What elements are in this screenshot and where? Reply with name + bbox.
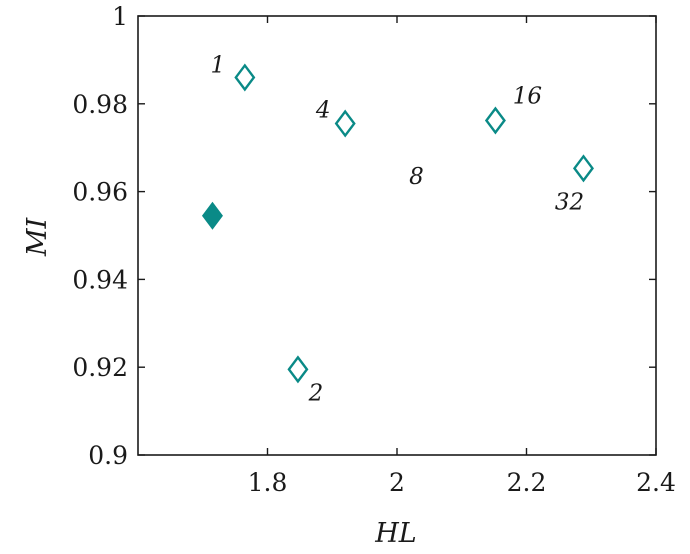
- y-tick-label: 0.9: [88, 441, 128, 470]
- data-point-16: [484, 106, 506, 135]
- point-label-2: 2: [308, 380, 324, 406]
- y-tick-label: 0.96: [72, 178, 128, 207]
- y-axis-label: MI: [22, 217, 53, 258]
- x-tick-label: 1.8: [248, 468, 288, 497]
- data-point-1: [234, 63, 256, 92]
- point-label-32: 32: [555, 189, 584, 215]
- y-tick-label: 0.92: [72, 353, 128, 382]
- x-tick-label: 2.4: [636, 468, 676, 497]
- y-tick-label: 0.98: [72, 90, 128, 119]
- point-label-4: 4: [315, 98, 331, 124]
- ticks-layer: 1.8 2 2.2 2.4 0.9 0.92 0.94 0.96 0.98 1: [72, 2, 676, 497]
- marks-layer: 1 2 4 16 32 8: [201, 52, 594, 406]
- annotation-label: 8: [409, 164, 424, 190]
- x-tick-label: 2.2: [507, 468, 547, 497]
- data-point-filled: [201, 201, 223, 230]
- data-point-4: [334, 109, 356, 138]
- data-point-2: [287, 355, 309, 384]
- x-axis-label: HL: [374, 518, 416, 549]
- point-label-1: 1: [211, 52, 226, 78]
- x-tick-label: 2: [389, 468, 405, 497]
- y-tick-label: 0.94: [72, 265, 128, 294]
- data-point-32: [572, 154, 594, 183]
- y-tick-label: 1: [112, 2, 128, 31]
- point-label-16: 16: [513, 83, 542, 109]
